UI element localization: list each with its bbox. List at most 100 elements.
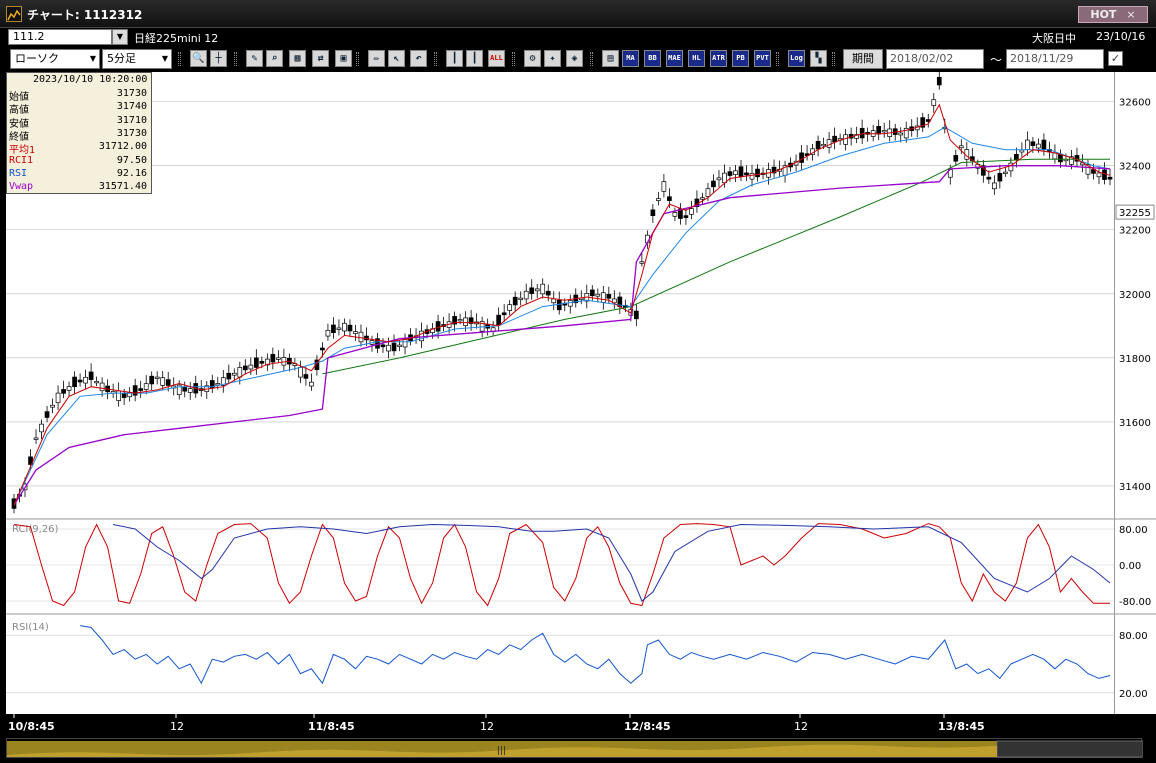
candle-body — [1003, 171, 1008, 174]
candle-body — [331, 324, 336, 334]
mae-button[interactable]: MAE — [666, 50, 683, 67]
candle-body — [402, 338, 408, 348]
date-from-input[interactable]: 2018/02/02 — [886, 49, 984, 69]
candle-body — [61, 389, 66, 394]
log-button[interactable]: Log — [788, 50, 805, 67]
candle-body — [353, 331, 358, 334]
info-label: RCI1 — [9, 154, 34, 166]
candle-body — [1096, 172, 1102, 178]
candle-body — [276, 357, 281, 360]
candle-body — [220, 377, 226, 386]
price-tick-label: 31600 — [1119, 418, 1151, 429]
pencil-button[interactable]: ✏ — [368, 50, 385, 67]
settings-button[interactable]: ⚙ — [524, 50, 541, 67]
info-row: 高値 31740 — [7, 101, 151, 116]
info-value: 31712.00 — [98, 141, 147, 153]
tools-button[interactable]: ✦ — [544, 50, 561, 67]
candle-body — [1069, 156, 1074, 165]
candle-body — [634, 310, 639, 320]
info-row: RCI1 97.50 — [7, 155, 151, 168]
app-chart-icon — [6, 6, 22, 22]
period-button[interactable]: 期間 — [843, 49, 883, 69]
candle-body — [722, 172, 727, 184]
candle-body — [507, 304, 513, 311]
crosshair-button[interactable]: ┼ — [210, 50, 227, 67]
chart-canvas[interactable]: RCI(9,26) RSI(14) — [6, 69, 1114, 714]
lock-icon: ▣ — [340, 53, 347, 64]
info-label: RSI — [9, 167, 28, 179]
candle-body — [83, 376, 88, 384]
search-icon: ⌕ — [271, 53, 278, 64]
info-value: 92.16 — [116, 167, 147, 179]
candle-left-button[interactable]: ┃ — [446, 50, 463, 67]
candle-body — [518, 297, 524, 300]
exchange-button[interactable]: ⇄ — [312, 50, 329, 67]
candle-body — [1025, 139, 1030, 151]
bb-button-label: BB — [648, 54, 657, 62]
hot-button[interactable]: HOT × — [1078, 6, 1148, 23]
pb-button[interactable]: PB — [732, 50, 749, 67]
pvt-button[interactable]: PVT — [754, 50, 771, 67]
price-axis: 31400 31600 31800 32000 32200 32400 32600 32255… — [1114, 72, 1156, 714]
candle-body — [463, 317, 468, 326]
close-icon[interactable]: × — [1126, 8, 1136, 21]
symbol-code-input[interactable]: 111.2 — [8, 29, 112, 45]
toolbar-separator — [356, 52, 359, 66]
candle-body — [176, 384, 182, 396]
candle-body — [600, 292, 606, 303]
candle-body — [226, 372, 232, 380]
candle-body — [501, 312, 507, 316]
candle-body — [595, 293, 601, 297]
ma-button[interactable]: MA — [622, 50, 639, 67]
candle-body — [1008, 162, 1014, 172]
table-button[interactable]: ▤ — [602, 50, 619, 67]
candle-body — [397, 344, 402, 347]
candle-body — [727, 171, 733, 176]
undo-button[interactable]: ↶ — [410, 50, 427, 67]
candle-body — [1030, 141, 1036, 146]
candle-body — [1085, 164, 1091, 175]
split-button[interactable]: ▚ — [810, 50, 827, 67]
all-button[interactable]: ALL — [488, 50, 505, 67]
symbol-dropdown-icon[interactable]: ▼ — [112, 29, 128, 45]
candle-right-button[interactable]: ┃ — [466, 50, 483, 67]
candle-body — [1107, 176, 1113, 180]
time-tick-label: 12 — [794, 720, 808, 733]
interval-select[interactable]: 5分足 ▼ — [102, 49, 172, 69]
date-range-checkbox[interactable]: ✓ — [1108, 51, 1123, 66]
bb-button[interactable]: BB — [644, 50, 661, 67]
price-tick-label: 31800 — [1119, 354, 1151, 365]
atr-button[interactable]: ATR — [710, 50, 727, 67]
color-button[interactable]: ◈ — [566, 50, 583, 67]
candle-body — [99, 382, 105, 392]
info-row: RSI 92.16 — [7, 168, 151, 181]
candle-body — [733, 170, 738, 175]
price-tick-label: 32000 — [1119, 290, 1151, 301]
mae-button-label: MAE — [668, 54, 681, 62]
price-axis-svg: 31400 31600 31800 32000 32200 32400 32600 32255… — [1115, 98, 1156, 700]
hl-button[interactable]: HL — [688, 50, 705, 67]
candle-body — [342, 322, 347, 332]
cursor-button[interactable]: ↖ — [388, 50, 405, 67]
rsi-title: RSI(14) — [12, 622, 49, 633]
candle-body — [689, 208, 694, 215]
candle-body — [738, 166, 744, 177]
zoom-button[interactable]: 🔍 — [190, 50, 207, 67]
draw-button[interactable]: ✎ — [246, 50, 263, 67]
palette-icon: ◈ — [571, 53, 578, 64]
window-title: チャート: 1112312 — [27, 8, 143, 22]
grid-button[interactable]: ▦ — [289, 50, 306, 67]
date-to-input[interactable]: 2018/11/29 — [1006, 49, 1104, 69]
pen-icon: ✎ — [251, 53, 258, 64]
search-button[interactable]: ⌕ — [266, 50, 283, 67]
candle-body — [72, 376, 77, 388]
candle-body — [270, 353, 276, 363]
toolbar-separator — [234, 52, 237, 66]
chart-type-select[interactable]: ローソク ▼ — [10, 49, 100, 69]
vwap-line — [13, 165, 1111, 506]
toolbar-separator — [776, 52, 779, 66]
candle-body — [50, 404, 55, 408]
info-value: 31710 — [116, 114, 147, 126]
chart-scrollbar[interactable]: ||| — [6, 738, 1144, 758]
lock-button[interactable]: ▣ — [335, 50, 352, 67]
